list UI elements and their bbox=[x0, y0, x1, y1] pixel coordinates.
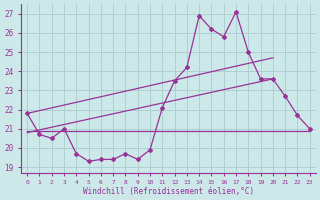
X-axis label: Windchill (Refroidissement éolien,°C): Windchill (Refroidissement éolien,°C) bbox=[83, 187, 254, 196]
